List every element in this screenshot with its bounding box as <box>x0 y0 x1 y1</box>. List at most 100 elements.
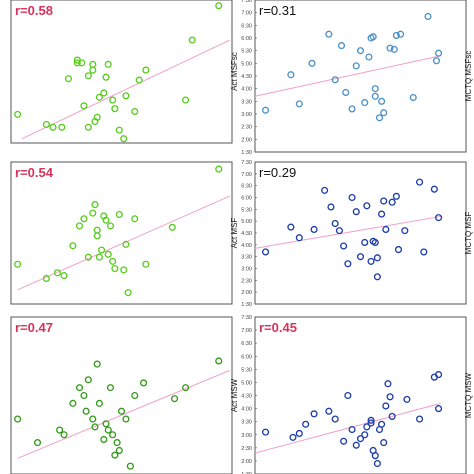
y-tick-label: 5:00 <box>241 61 252 67</box>
data-point <box>131 391 139 400</box>
y-tick-label: 2:30 <box>241 125 252 131</box>
y-tick-label: 4:30 <box>241 394 252 400</box>
y-tick-label: 3:00 <box>241 112 252 118</box>
plot-frame <box>254 316 467 474</box>
data-point <box>69 399 77 407</box>
data-point <box>95 399 103 407</box>
y-tick-label: 4:00 <box>241 243 252 249</box>
y-tick-label: 5:00 <box>241 380 252 386</box>
data-point <box>56 426 64 434</box>
y-tick-label: 1:30 <box>241 302 252 308</box>
data-point <box>91 423 99 431</box>
data-point <box>367 257 375 265</box>
data-point <box>33 439 42 447</box>
data-point <box>340 437 348 445</box>
data-point <box>115 446 123 455</box>
data-point <box>424 12 432 21</box>
data-point <box>104 426 112 434</box>
scatter-panel: 7:30 7:00 6:30 6:00 5:30 5:00 4:30 4:00 3:30 3:00… <box>241 0 473 156</box>
plot-frame <box>254 161 467 305</box>
data-point <box>91 201 99 209</box>
plot-frame <box>10 316 233 474</box>
data-point <box>302 420 310 428</box>
y-tick-label: 3:00 <box>241 267 252 273</box>
data-point <box>295 100 303 108</box>
data-point <box>367 416 375 424</box>
data-point <box>142 66 150 74</box>
data-point <box>361 431 369 439</box>
data-point <box>409 93 417 102</box>
y-tick-label: 6:30 <box>241 341 252 347</box>
data-point <box>392 31 400 40</box>
data-point <box>53 269 61 277</box>
data-point <box>416 415 424 423</box>
data-point <box>261 428 270 436</box>
data-point <box>310 225 318 234</box>
data-point <box>363 202 371 210</box>
data-point <box>287 223 295 231</box>
data-point <box>380 197 388 205</box>
data-point <box>73 59 81 67</box>
y-tick-label: 6:00 <box>241 36 252 42</box>
data-point <box>321 186 329 194</box>
data-point <box>371 92 379 100</box>
y-tick-label: 2:30 <box>241 446 252 452</box>
data-point <box>89 209 97 217</box>
data-point <box>375 114 384 122</box>
regression-line <box>17 369 230 459</box>
data-point <box>295 234 303 242</box>
y-tick-label: 4:30 <box>241 231 252 237</box>
scatter-panel: Act MSFsc r=0.58 <box>10 0 239 144</box>
data-point <box>380 109 388 117</box>
y-tick-label: 7:30 <box>241 315 252 321</box>
data-point <box>435 214 443 222</box>
data-point <box>84 72 92 80</box>
data-point <box>111 264 119 273</box>
data-point <box>131 215 139 223</box>
data-point <box>356 435 365 443</box>
data-point <box>82 407 90 415</box>
y-tick-label: 4:30 <box>241 74 252 80</box>
y-axis-label: Act MSW <box>230 378 239 412</box>
data-point <box>380 439 388 447</box>
y-axis-label: MCTQ MSFsc <box>464 51 473 102</box>
plot-frame <box>254 0 467 153</box>
data-point <box>104 250 112 258</box>
data-point <box>122 240 130 248</box>
y-tick-label: 3:00 <box>241 433 252 439</box>
y-tick-label: 2:30 <box>241 278 252 284</box>
data-point <box>337 42 346 50</box>
data-point <box>102 73 110 81</box>
data-point <box>435 49 443 57</box>
data-point <box>361 99 369 107</box>
data-point <box>371 452 379 460</box>
y-tick-label: 7:00 <box>241 11 252 17</box>
data-point <box>384 380 392 388</box>
data-point <box>100 435 108 444</box>
data-point <box>348 193 356 202</box>
y-tick-label: 3:30 <box>241 255 252 261</box>
data-point <box>215 357 223 365</box>
data-point <box>135 76 143 84</box>
data-point <box>352 441 360 449</box>
data-point <box>117 407 126 415</box>
data-point <box>310 410 318 418</box>
y-tick-label: 7:00 <box>241 328 252 334</box>
data-point <box>356 253 365 261</box>
data-point <box>378 420 386 428</box>
data-point <box>102 420 110 428</box>
y-tick-label: 4:00 <box>241 87 252 93</box>
data-point <box>170 395 179 403</box>
y-tick-label: 6:00 <box>241 196 252 202</box>
data-point <box>261 248 270 256</box>
data-point <box>325 407 333 415</box>
data-point <box>331 219 339 228</box>
data-point <box>80 102 88 110</box>
correlation-label: r=0.47 <box>15 320 53 335</box>
data-point <box>75 384 84 392</box>
data-point <box>104 60 112 68</box>
data-point <box>168 223 176 231</box>
data-point <box>215 165 223 173</box>
y-axis-label: MCTQ MSF <box>464 212 473 255</box>
data-point <box>378 210 386 218</box>
